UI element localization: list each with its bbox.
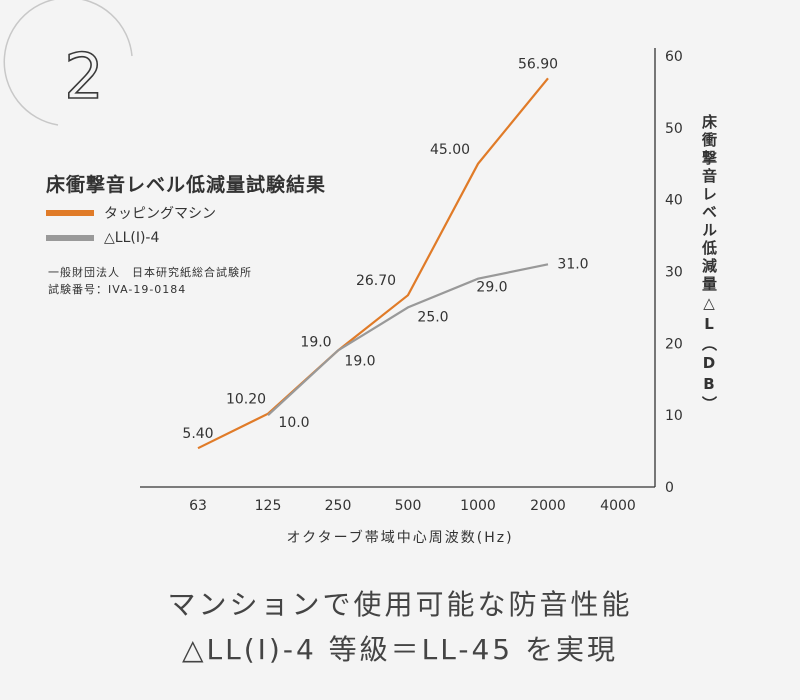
caption-line-1: マンションで使用可能な防音性能: [167, 588, 633, 621]
data-label: 5.40: [182, 426, 213, 442]
data-label: 25.0: [417, 309, 448, 325]
caption-line-2: △LL(I)-4 等級＝LL-45 を実現: [182, 633, 618, 666]
data-label: 45.00: [430, 142, 470, 158]
series-line-0: [197, 77, 549, 450]
data-label: 26.70: [356, 273, 396, 289]
series-layer: [197, 77, 549, 450]
data-label: 10.20: [226, 392, 266, 408]
legend-title: 床衝撃音レベル低減量試験結果: [46, 174, 327, 196]
y-tick-label: 40: [665, 193, 683, 209]
x-tick-label: 125: [255, 498, 282, 514]
legend-label-tapping: タッピングマシン: [104, 206, 216, 222]
data-label: 19.0: [344, 354, 375, 370]
y-axis-title: 床衝撃音レベル低減量△L（DB）: [700, 114, 718, 414]
y-tick-label: 30: [665, 265, 683, 281]
x-axis-title: オクターブ帯域中心周波数(Hz): [286, 530, 514, 546]
legend-label-ll: △LL(I)-4: [104, 230, 160, 246]
badge: 2: [3, 0, 133, 126]
y-tick-label: 10: [665, 408, 683, 424]
y-tick-label: 50: [665, 121, 683, 137]
y-tick-label: 20: [665, 336, 683, 352]
x-tick-label: 250: [325, 498, 352, 514]
legend-swatch-orange: [46, 210, 94, 216]
x-tick-label: 1000: [460, 498, 496, 514]
legend-item-ll: △LL(I)-4: [46, 230, 159, 246]
data-label: 10.0: [278, 415, 309, 431]
test-number-note: 試験番号：IVA-19-0184: [48, 283, 187, 296]
y-tick-label: 0: [665, 480, 674, 496]
x-tick-label: 4000: [600, 498, 636, 514]
data-label: 29.0: [476, 280, 507, 296]
badge-arc: [3, 0, 133, 126]
test-org-note: 一般財団法人 日本研究紙総合試験所: [48, 266, 252, 279]
data-labels: 5.40 10.20 19.0 26.70 45.00 56.90 10.0 19.0 25.0…: [182, 56, 588, 442]
x-tick-label: 63: [189, 498, 207, 514]
legend-item-tapping: タッピングマシン: [46, 203, 216, 223]
data-label: 31.0: [557, 256, 588, 272]
data-label: 56.90: [518, 56, 558, 72]
legend-swatch-gray: [46, 235, 94, 241]
series-line-1: [267, 263, 549, 417]
x-tick-label: 2000: [530, 498, 566, 514]
x-tick-label: 500: [395, 498, 422, 514]
axes: 0 10 20 30 40 50 60 63 125 250 500 1000 2000 4000: [140, 48, 683, 514]
data-label: 19.0: [300, 335, 331, 351]
badge-number: 2: [64, 40, 103, 113]
y-tick-label: 60: [665, 49, 683, 65]
